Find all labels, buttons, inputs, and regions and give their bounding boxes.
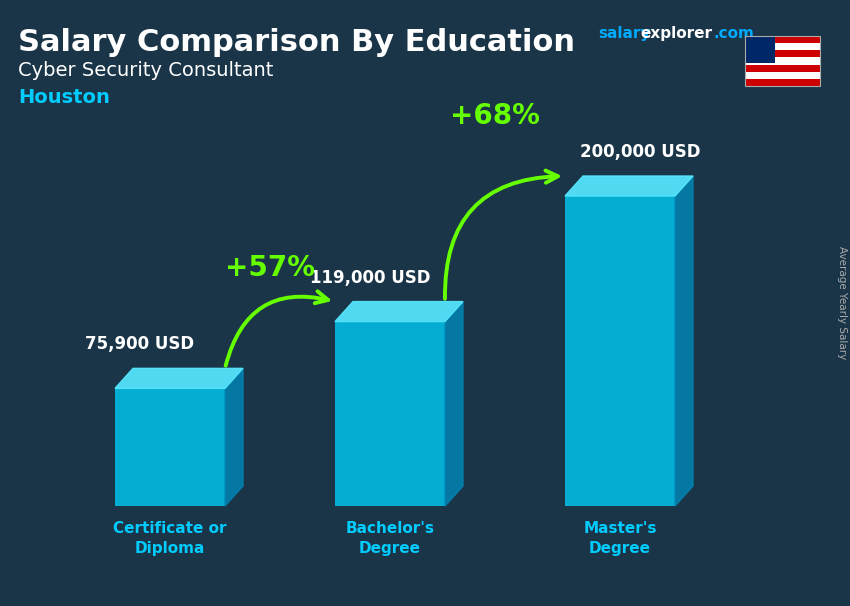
Bar [745,43,820,50]
Bar [745,36,775,63]
Bar [745,36,820,43]
Polygon shape [675,176,693,506]
Polygon shape [445,302,463,506]
Text: Bachelor's
Degree: Bachelor's Degree [345,521,434,556]
Text: explorer: explorer [640,26,712,41]
Text: Master's
Degree: Master's Degree [583,521,657,556]
Bar [745,58,820,65]
Bar [745,79,820,86]
Text: Salary Comparison By Education: Salary Comparison By Education [18,28,575,57]
Text: +57%: +57% [225,255,315,282]
Polygon shape [565,176,693,196]
Text: 75,900 USD: 75,900 USD [86,335,195,353]
Text: Cyber Security Consultant: Cyber Security Consultant [18,61,274,80]
Text: salary: salary [598,26,650,41]
Polygon shape [115,368,243,388]
Bar [565,196,675,506]
Bar [745,36,820,86]
Polygon shape [335,302,463,322]
Text: .com: .com [714,26,755,41]
Bar [745,50,820,58]
Text: Certificate or
Diploma: Certificate or Diploma [113,521,227,556]
Bar [745,65,820,72]
Polygon shape [225,368,243,506]
Text: 119,000 USD: 119,000 USD [309,268,430,287]
Bar [115,388,225,506]
Text: 200,000 USD: 200,000 USD [580,143,700,161]
Text: +68%: +68% [450,102,540,130]
Text: Average Yearly Salary: Average Yearly Salary [837,247,847,359]
Bar [335,322,445,506]
Bar [745,72,820,79]
Text: Houston: Houston [18,88,110,107]
